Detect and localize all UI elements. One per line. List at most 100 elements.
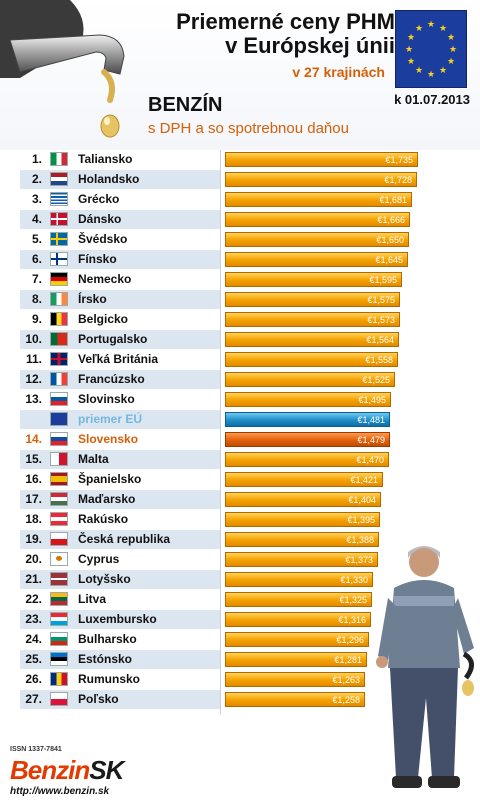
rank-label: 27. xyxy=(25,692,42,706)
price-value-label: €1,258 xyxy=(332,695,360,705)
flag-finland-icon xyxy=(50,252,68,266)
country-label: Luxembursko xyxy=(78,612,157,626)
chart-rows: 1. Taliansko €1,735 2. Holandsko €1,728 3. Gréc… xyxy=(0,150,480,715)
flag-ireland-icon xyxy=(50,292,68,306)
chart-row: priemer EÚ €1,481 xyxy=(20,410,470,429)
chart-row: 20. Cyprus €1,373 xyxy=(20,550,470,569)
country-label: Lotyšsko xyxy=(78,572,131,586)
flag-malta-icon xyxy=(50,452,68,466)
price-value-label: €1,281 xyxy=(334,655,362,665)
chart-row: 14. Slovensko €1,479 xyxy=(20,430,470,449)
row-band xyxy=(20,690,220,709)
chart-row: 2. Holandsko €1,728 xyxy=(20,170,470,189)
chart-row: 19. Česká republika €1,388 xyxy=(20,530,470,549)
price-bar: €1,575 xyxy=(225,292,400,307)
country-label: Belgicko xyxy=(78,312,129,326)
country-label: Poľsko xyxy=(78,692,119,706)
rank-label: 25. xyxy=(25,652,42,666)
row-band xyxy=(20,370,220,389)
country-label: Nemecko xyxy=(78,272,132,286)
chart-row: 11. Veľká Británia €1,558 xyxy=(20,350,470,369)
flag-bulgaria-icon xyxy=(50,632,68,646)
row-band xyxy=(20,170,220,189)
price-bar: €1,645 xyxy=(225,252,408,267)
rank-label: 18. xyxy=(25,512,42,526)
benzin-sk-logo[interactable]: BenzinSK xyxy=(10,755,124,786)
country-label: Grécko xyxy=(78,192,120,206)
issn-label: ISSN 1337-7841 xyxy=(10,746,62,753)
rank-label: 14. xyxy=(25,432,42,446)
subtitle: v 27 krajinách xyxy=(292,64,385,80)
price-value-label: €1,650 xyxy=(376,235,404,245)
row-band xyxy=(20,410,220,429)
price-bar: €1,330 xyxy=(225,572,373,587)
price-bar: €1,666 xyxy=(225,212,410,227)
rank-label: 12. xyxy=(25,372,42,386)
price-bar: €1,728 xyxy=(225,172,417,187)
price-bar: €1,564 xyxy=(225,332,399,347)
country-label: Portugalsko xyxy=(78,332,148,346)
flag-spain-icon xyxy=(50,472,68,486)
title-line-2: v Európskej únii xyxy=(225,33,395,58)
price-value-label: €1,525 xyxy=(362,375,390,385)
price-bar: €1,395 xyxy=(225,512,380,527)
row-band xyxy=(20,250,220,269)
price-value-label: €1,470 xyxy=(356,455,384,465)
svg-text:★: ★ xyxy=(427,69,435,79)
chart-row: 17. Maďarsko €1,404 xyxy=(20,490,470,509)
flag-denmark-icon xyxy=(50,212,68,226)
row-band xyxy=(20,650,220,669)
rank-label: 21. xyxy=(25,572,42,586)
flag-lithuania-icon xyxy=(50,592,68,606)
price-bar: €1,595 xyxy=(225,272,402,287)
fuel-nozzle-illustration xyxy=(0,0,125,138)
chart-row: 4. Dánsko €1,666 xyxy=(20,210,470,229)
svg-text:★: ★ xyxy=(415,23,423,33)
svg-text:★: ★ xyxy=(447,56,455,66)
country-label: Slovensko xyxy=(78,432,139,446)
flag-czechia-icon xyxy=(50,532,68,546)
flag-eu-icon xyxy=(50,412,68,426)
chart-row: 18. Rakúsko €1,395 xyxy=(20,510,470,529)
flag-latvia-icon xyxy=(50,572,68,586)
row-band xyxy=(20,530,220,549)
chart-row: 3. Grécko €1,681 xyxy=(20,190,470,209)
rank-label: 10. xyxy=(25,332,42,346)
row-band xyxy=(20,290,220,309)
country-label: Rakúsko xyxy=(78,512,129,526)
date-label: k 01.07.2013 xyxy=(394,92,470,107)
price-value-label: €1,395 xyxy=(347,515,375,525)
flag-hungary-icon xyxy=(50,492,68,506)
rank-label: 13. xyxy=(25,392,42,406)
chart-row: 25. Estónsko €1,281 xyxy=(20,650,470,669)
rank-label: 15. xyxy=(25,452,42,466)
row-band xyxy=(20,210,220,229)
price-value-label: €1,735 xyxy=(385,155,413,165)
chart-row: 15. Malta €1,470 xyxy=(20,450,470,469)
rank-label: 3. xyxy=(31,192,42,206)
svg-text:★: ★ xyxy=(427,19,435,29)
flag-austria-icon xyxy=(50,512,68,526)
rank-label: 17. xyxy=(25,492,42,506)
price-bar: €1,573 xyxy=(225,312,400,327)
country-label: Fínsko xyxy=(78,252,117,266)
rank-label: 5. xyxy=(31,232,42,246)
price-value-label: €1,728 xyxy=(384,175,412,185)
country-label: Česká republika xyxy=(78,532,171,546)
country-label: Írsko xyxy=(78,292,107,306)
chart-row: 22. Litva €1,325 xyxy=(20,590,470,609)
price-value-label: €1,263 xyxy=(332,675,360,685)
country-label: Malta xyxy=(78,452,109,466)
website-link[interactable]: http://www.benzin.sk xyxy=(10,786,110,797)
price-bar: €1,650 xyxy=(225,232,409,247)
price-value-label: €1,495 xyxy=(358,395,386,405)
chart-row: 23. Luxembursko €1,316 xyxy=(20,610,470,629)
flag-portugal-icon xyxy=(50,332,68,346)
rank-label: 22. xyxy=(25,592,42,606)
chart-row: 7. Nemecko €1,595 xyxy=(20,270,470,289)
rank-label: 9. xyxy=(31,312,42,326)
price-value-label: €1,681 xyxy=(379,195,407,205)
price-bar: €1,479 xyxy=(225,432,390,447)
fuel-type-subtitle: s DPH a so spotrebnou daňou xyxy=(148,120,349,137)
price-value-label: €1,330 xyxy=(340,575,368,585)
